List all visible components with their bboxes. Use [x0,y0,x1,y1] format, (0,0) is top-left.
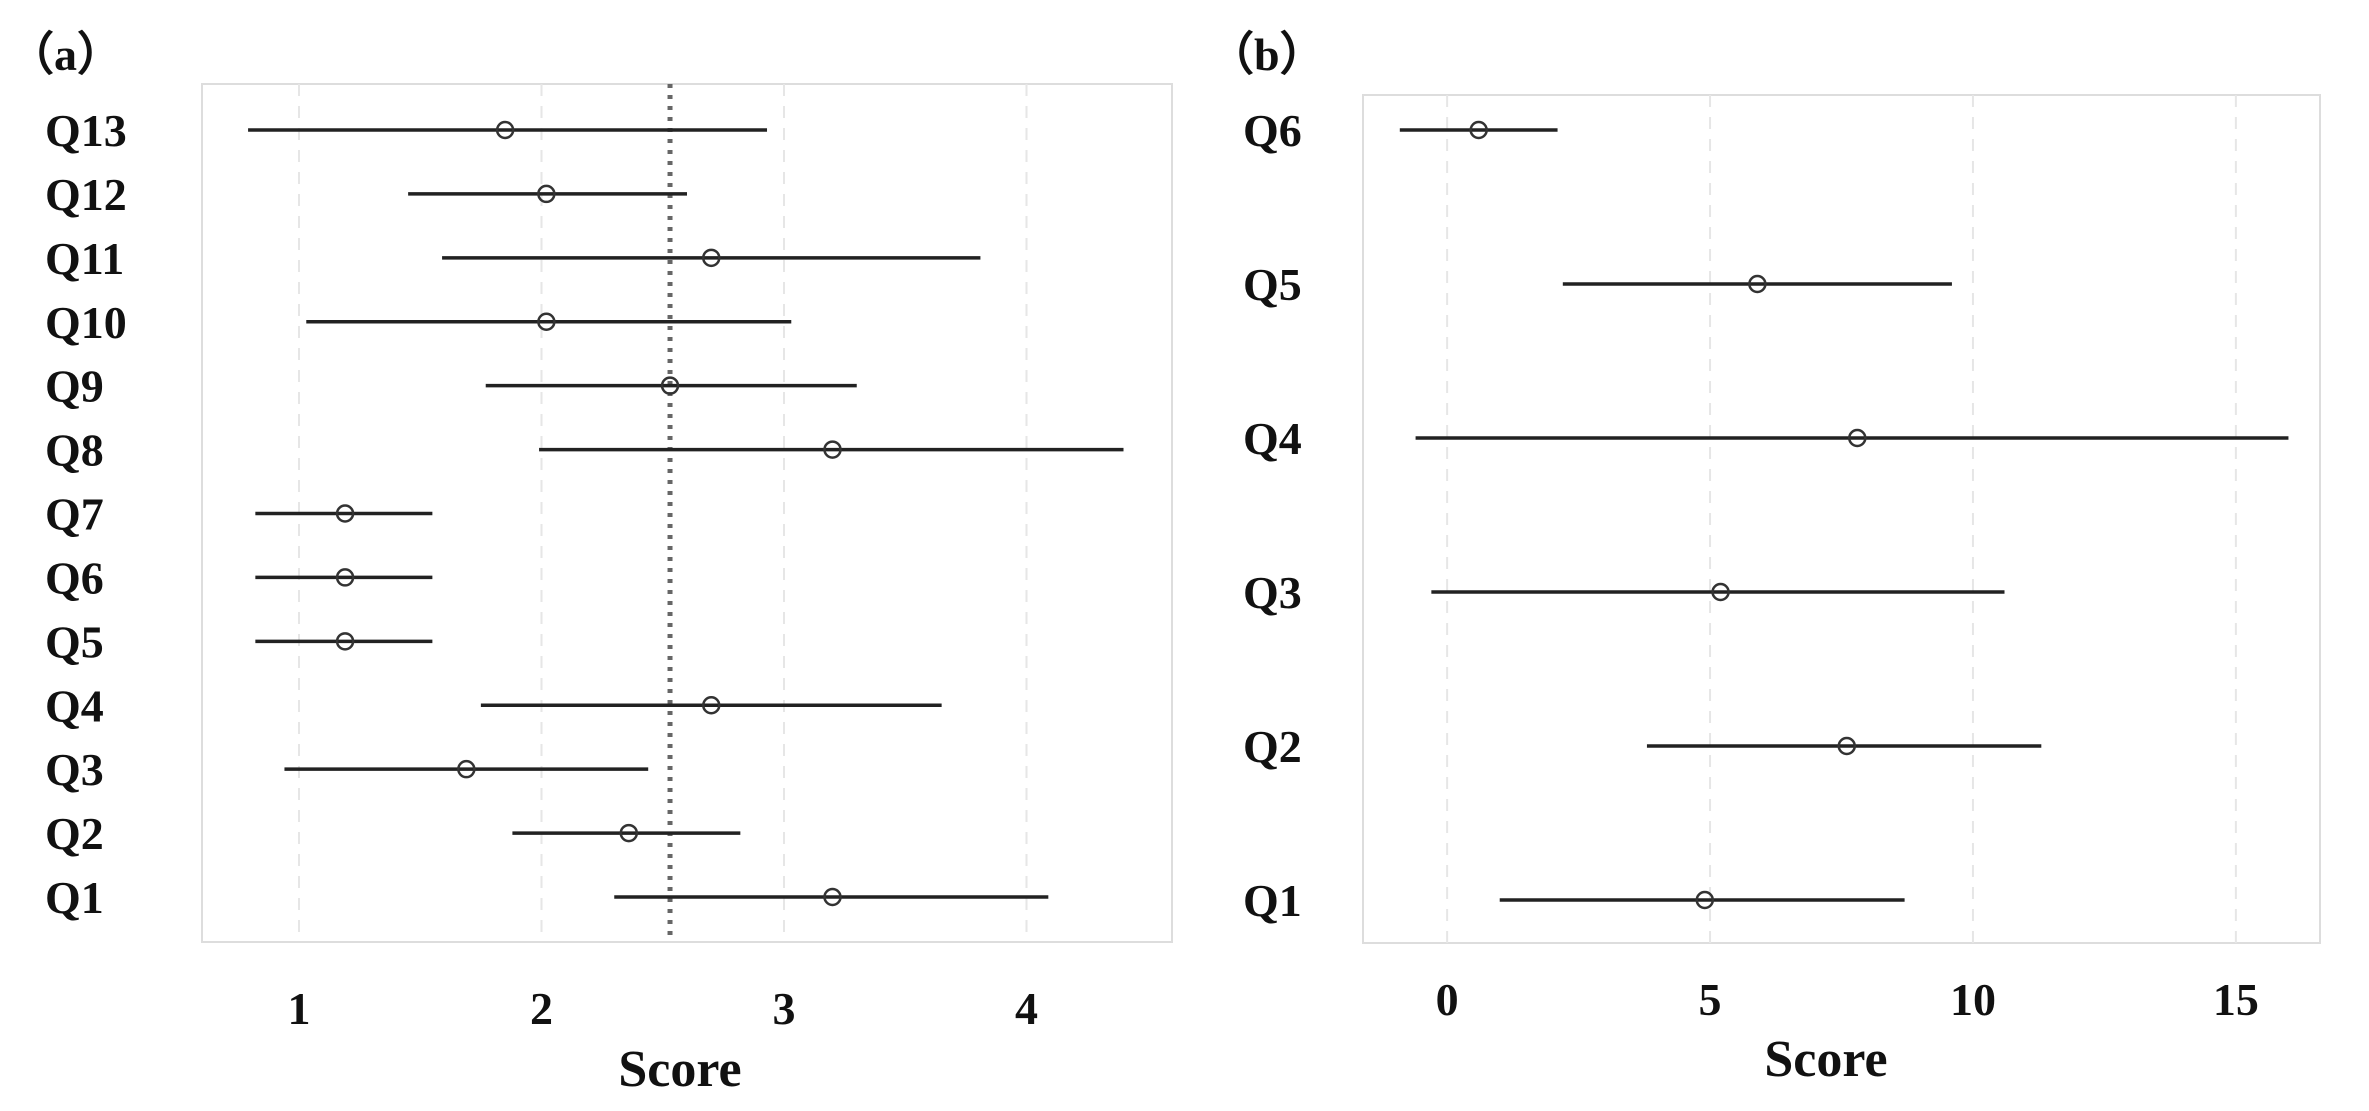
point-estimate [1837,736,1857,756]
y-category-label: Q13 [45,105,127,156]
x-tick-label: 5 [1699,974,1722,1025]
point-estimate [335,504,355,523]
y-category-label: Q8 [45,425,104,476]
point-estimate [537,184,556,204]
point-estimate [457,759,476,779]
y-category-label: Q6 [1243,105,1302,156]
y-category-label: Q5 [45,616,104,667]
y-category-label: Q5 [1243,259,1302,310]
panel-b: （b） Q6 Q5 Q4 Q3 Q2 Q1 0 5 10 15 Score [1208,29,2321,1088]
point-estimate [702,696,721,715]
x-tick-label: 4 [1015,983,1038,1034]
y-category-label: Q4 [45,680,104,731]
x-tick-label: 2 [530,983,553,1034]
y-category-label: Q2 [45,808,104,859]
point-estimate [702,248,721,268]
panel-b-gridlines [1446,95,2237,943]
panel-a-y-labels: Q13 Q12 Q11 Q10 Q9 Q8 Q7 Q6 Q5 Q4 Q3 Q2 Q1 [45,105,127,923]
point-estimate [1711,582,1730,602]
point-estimate [335,632,355,651]
panel-a-x-axis-title: Score [618,1041,741,1098]
panel-a-x-ticks: 1 2 3 4 [288,983,1039,1034]
panel-b-marks [1399,120,2289,910]
point-estimate [537,312,556,331]
panel-b-x-axis-title: Score [1764,1031,1887,1088]
y-category-label: Q7 [45,489,104,540]
y-category-label: Q1 [45,872,104,923]
x-tick-label: 15 [2213,974,2259,1025]
x-tick-label: 3 [773,983,796,1034]
y-category-label: Q3 [1243,567,1302,618]
point-estimate [1848,428,1867,448]
point-estimate [1748,274,1767,294]
y-category-label: Q2 [1243,721,1302,772]
y-category-label: Q4 [1243,413,1302,464]
panel-a-marks [248,120,1124,907]
y-category-label: Q3 [45,744,104,795]
y-category-label: Q1 [1243,875,1302,926]
y-category-label: Q6 [45,552,104,603]
point-estimate [660,376,680,395]
y-category-label: Q10 [45,297,127,348]
y-category-label: Q11 [45,233,124,284]
point-estimate [1469,120,1488,140]
point-estimate [823,440,842,459]
x-tick-label: 1 [288,983,311,1034]
point-estimate [1695,890,1715,910]
point-estimate [619,823,639,843]
x-tick-label: 0 [1436,974,1459,1025]
x-tick-label: 10 [1950,974,1996,1025]
point-estimate [335,568,355,587]
panel-b-label: （b） [1208,29,1326,80]
point-estimate [495,120,515,140]
panel-b-x-ticks: 0 5 10 15 [1436,974,2259,1025]
panel-a-label: （a） [8,29,123,80]
point-estimate [823,887,842,907]
y-category-label: Q9 [45,361,104,412]
y-category-label: Q12 [45,169,127,220]
panel-b-plot-area [1362,94,2321,944]
panel-b-y-labels: Q6 Q5 Q4 Q3 Q2 Q1 [1243,105,1302,926]
